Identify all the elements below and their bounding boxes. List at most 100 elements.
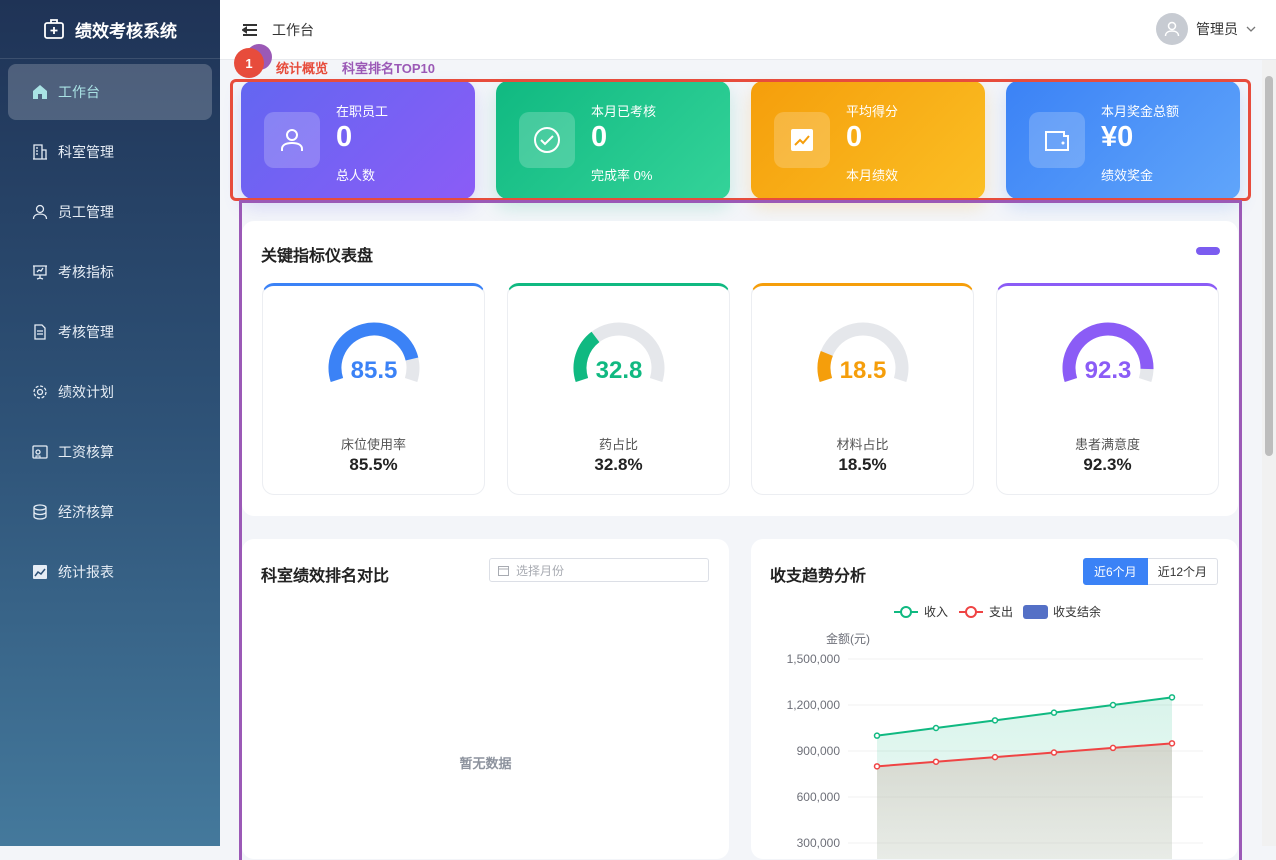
trend-title: 收支趋势分析 (770, 568, 867, 585)
data-point (991, 753, 999, 761)
data-point (932, 758, 940, 765)
stat-label: 本月奖金总额 (1101, 104, 1180, 119)
tab-12-months[interactable]: 近12个月 (1147, 558, 1219, 585)
sidebar-item-1[interactable]: 科室管理 (8, 124, 212, 180)
gauge-center-value: 18.5 (840, 357, 887, 384)
gauge-name: 药占比 (598, 437, 638, 452)
empty-state: 暂无数据 (459, 756, 512, 771)
legend-swatch (1023, 605, 1048, 619)
y-tick-label: 1,500,000 (787, 652, 841, 666)
annotation-badge: 1 (234, 48, 264, 78)
gauge: 32.8 (573, 322, 665, 384)
building-icon (33, 144, 47, 160)
gauge-center-value: 32.8 (596, 357, 643, 384)
overlay-label-overview: 统计概览 (276, 61, 329, 76)
gauge-panel-title: 关键指标仪表盘 (261, 248, 374, 265)
gauge: 85.5 (328, 322, 420, 384)
highlight-box-overview (230, 79, 1251, 201)
calendar-icon (498, 565, 509, 576)
y-axis-label: 金额(元) (826, 631, 870, 646)
area-1 (877, 743, 1172, 859)
gauge-card: 92.3 患者满意度 92.3% (996, 283, 1219, 495)
sidebar-item-label: 工资核算 (58, 444, 114, 460)
sidebar-item-label: 考核指标 (58, 264, 114, 280)
month-picker[interactable]: 选择月份 (489, 558, 709, 582)
stat-card: 本月已考核 0 完成率 0% (496, 81, 730, 199)
scrollbar-thumb[interactable] (1265, 76, 1273, 456)
username: 管理员 (1196, 21, 1238, 37)
wallet-icon (32, 445, 48, 459)
gauge-value: 85.5% (349, 455, 398, 474)
data-point (1050, 709, 1058, 716)
y-tick-label: 900,000 (797, 744, 841, 758)
stat-value: 0 (846, 121, 863, 153)
gauge: 92.3 (1062, 322, 1154, 384)
gauge-fill (817, 350, 833, 383)
y-tick-label: 600,000 (797, 790, 841, 804)
avatar (1156, 13, 1188, 45)
sidebar-item-6[interactable]: 工资核算 (8, 424, 212, 480)
stat-sub: 完成率 0% (591, 168, 653, 183)
legend-label: 收入 (924, 605, 948, 619)
legend-label: 支出 (989, 605, 1013, 619)
stat-value: 0 (336, 121, 353, 153)
sidebar-item-label: 经济核算 (58, 504, 114, 520)
trend-chart-icon (774, 112, 830, 168)
month-placeholder: 选择月份 (516, 563, 565, 578)
gauge-value: 92.3% (1083, 455, 1132, 474)
data-point (873, 732, 881, 739)
database-icon (33, 504, 47, 520)
series-line-0 (876, 696, 1173, 737)
tab-6-months[interactable]: 近6个月 (1083, 558, 1148, 585)
stat-value: 0 (591, 121, 608, 153)
menu-fold-icon[interactable] (242, 23, 258, 37)
legend-marker (900, 606, 912, 618)
sidebar-item-0[interactable]: 工作台 (8, 64, 212, 120)
sidebar-item-label: 绩效计划 (58, 384, 114, 400)
chart-icon (33, 565, 47, 579)
stat-sub: 总人数 (336, 168, 376, 183)
gear-icon (33, 385, 47, 399)
document-icon (34, 324, 46, 340)
range-tabs: 近6个月 近12个月 (1083, 558, 1219, 585)
overlay-label-ranking: 科室排名TOP10 (342, 61, 435, 76)
app-logo: 绩效考核系统 (0, 0, 220, 59)
gauge-panel: 关键指标仪表盘 85.5 床位使用率 85.5% 32.8 药占比 32.8% … (242, 221, 1238, 516)
breadcrumb[interactable]: 工作台 (272, 21, 314, 38)
sidebar-item-4[interactable]: 考核管理 (8, 304, 212, 360)
wallet-icon (1029, 112, 1085, 168)
app-title: 绩效考核系统 (75, 21, 177, 41)
user-icon (32, 204, 48, 220)
presentation-icon (33, 265, 47, 280)
sidebar-item-label: 科室管理 (58, 144, 114, 160)
data-point (1168, 694, 1176, 701)
legend-label: 收支结余 (1053, 604, 1101, 619)
user-menu[interactable]: 管理员 (1156, 13, 1256, 45)
sidebar-item-2[interactable]: 员工管理 (8, 184, 212, 240)
gauge-fill (573, 331, 600, 383)
gauge-value: 32.8% (594, 455, 643, 474)
sidebar-item-5[interactable]: 绩效计划 (8, 364, 212, 420)
gauge-center-value: 92.3 (1085, 357, 1132, 384)
scrollbar[interactable] (1262, 60, 1276, 846)
stat-card: 本月奖金总额 ¥0 绩效奖金 (1006, 81, 1240, 199)
sidebar-item-7[interactable]: 经济核算 (8, 484, 212, 540)
stat-sub: 本月绩效 (846, 168, 899, 183)
data-point (1109, 744, 1117, 752)
gauge-card: 32.8 药占比 32.8% (507, 283, 730, 495)
sidebar-item-8[interactable]: 统计报表 (8, 544, 212, 600)
home-icon (33, 85, 47, 99)
gauge-name: 床位使用率 (340, 437, 406, 452)
stat-label: 平均得分 (846, 104, 899, 119)
y-tick-label: 1,200,000 (787, 698, 841, 712)
trend-panel: 收支趋势分析 近6个月 近12个月 1,500,000 1,200,000 900,… (751, 539, 1238, 859)
panel-toggle[interactable] (1196, 247, 1220, 255)
highlight-box-ranking (239, 200, 1242, 860)
sidebar-item-3[interactable]: 考核指标 (8, 244, 212, 300)
chevron-down-icon (1246, 26, 1256, 32)
gauge-name: 材料占比 (836, 437, 889, 452)
sidebar: 绩效考核系统 工作台科室管理员工管理考核指标考核管理绩效计划工资核算经济核算统计… (0, 0, 220, 846)
check-circle-icon (519, 112, 575, 168)
stat-label: 本月已考核 (591, 104, 657, 119)
data-point (932, 724, 940, 732)
